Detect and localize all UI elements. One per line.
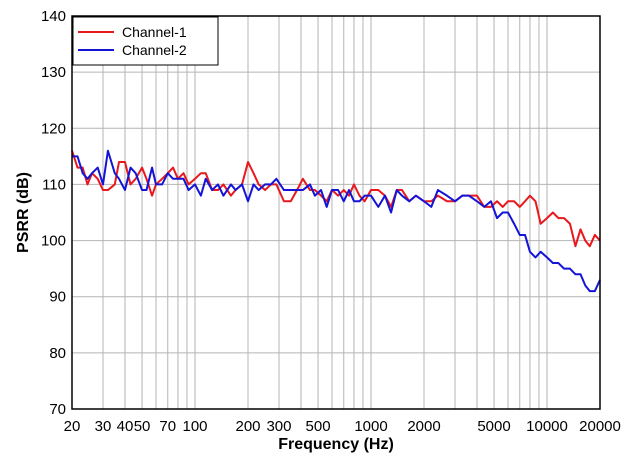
series-line-channel-2: [72, 149, 601, 293]
x-tick-label: 100: [183, 418, 208, 435]
y-tick-label: 70: [49, 401, 66, 418]
series-line-channel-1: [71, 150, 601, 248]
x-tick-label: 40: [117, 418, 134, 435]
y-tick-label: 130: [41, 64, 66, 81]
y-tick-label: 120: [41, 120, 66, 137]
series-layer: [71, 149, 601, 293]
grid: [72, 16, 600, 409]
legend-label-channel-2: Channel-2: [122, 42, 187, 58]
x-tick-label: 2000: [407, 418, 440, 435]
y-tick-label: 90: [49, 289, 66, 306]
plot-frame: [71, 15, 601, 410]
x-tick-label: 5000: [477, 418, 510, 435]
y-tick-label: 80: [49, 345, 66, 362]
legend-box: [72, 16, 219, 66]
x-tick-label: 20000: [579, 418, 621, 435]
x-tick-label: 200: [235, 418, 260, 435]
y-tick-labels: 70 80 90 100 110 120 130 140: [41, 8, 66, 418]
x-tick-label: 50: [134, 418, 151, 435]
y-axis-label: PSRR (dB): [15, 172, 32, 253]
x-tick-label: 30: [95, 418, 112, 435]
y-tick-label: 140: [41, 8, 66, 25]
x-tick-label: 300: [266, 418, 291, 435]
x-tick-labels: 20 30 40 50 70 100 200 300 500 1000 2000 5000 10000 2…: [64, 418, 621, 435]
x-tick-label: 70: [159, 418, 176, 435]
x-axis-label: Frequency (Hz): [278, 436, 394, 453]
legend-label-channel-1: Channel-1: [122, 24, 187, 40]
y-tick-label: 110: [42, 176, 66, 193]
x-tick-label: 1000: [354, 418, 387, 435]
x-tick-label: 10000: [526, 418, 568, 435]
x-tick-label: 500: [306, 418, 331, 435]
y-tick-label: 100: [41, 233, 66, 250]
x-tick-label: 20: [64, 418, 81, 435]
legend: Channel-1 Channel-2: [72, 16, 219, 66]
